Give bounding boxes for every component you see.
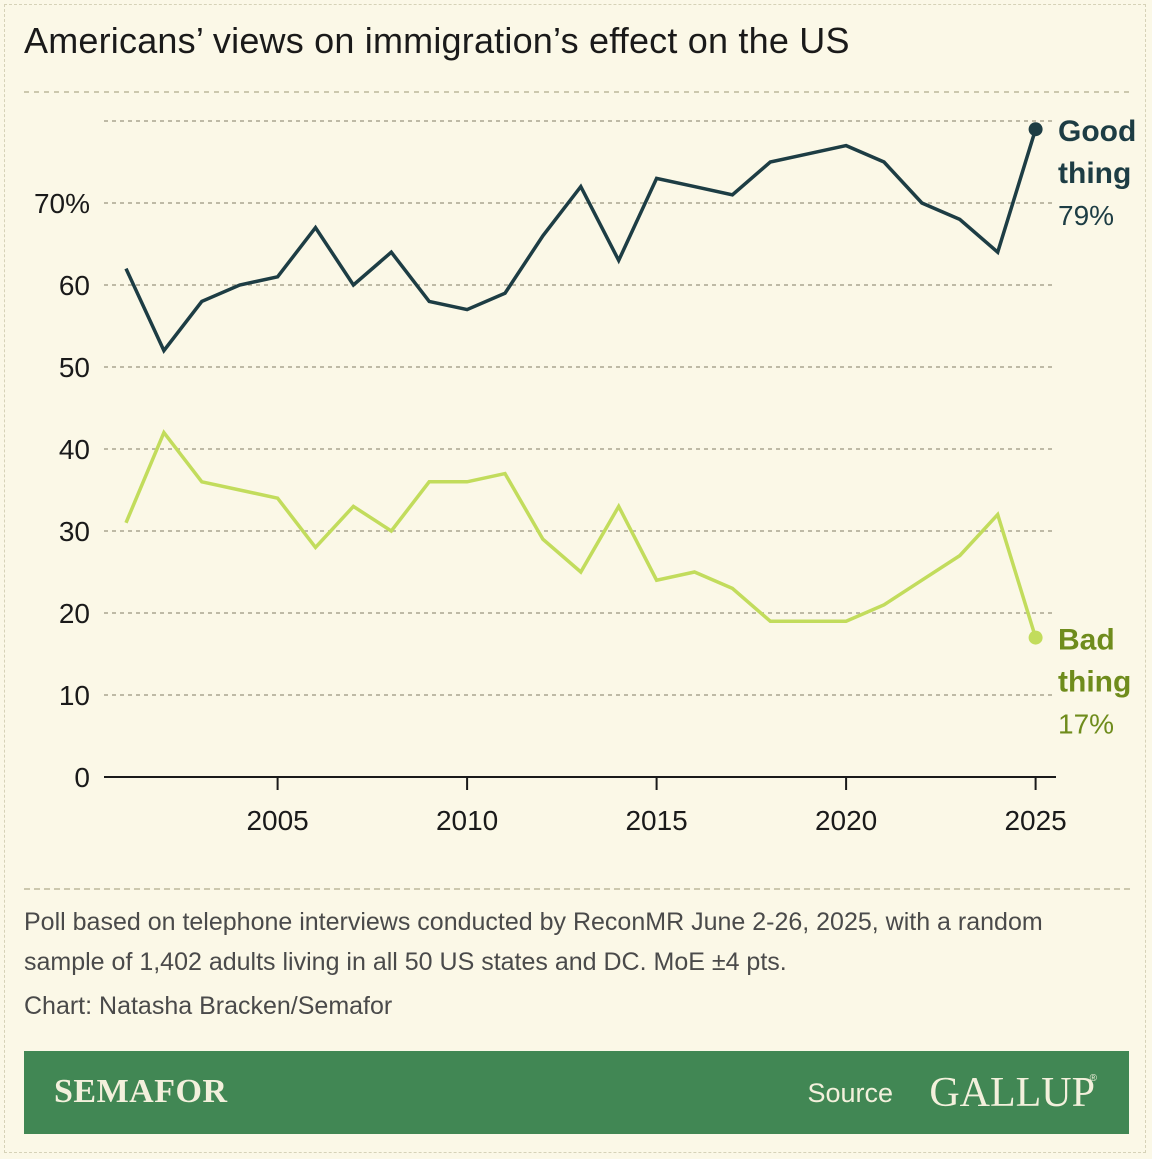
chart-credit: Chart: Natasha Bracken/Semafor (24, 992, 393, 1020)
good-thing-line (124, 128, 1038, 354)
bad-thing-label: Bad (1058, 624, 1115, 657)
x-axis-ticks: 2005 2010 2015 2020 2025 (246, 777, 1067, 836)
registered-mark: ® (1089, 1073, 1097, 1084)
x-tick-label: 2015 (625, 805, 687, 836)
bad-thing-label: thing (1058, 666, 1131, 699)
footnote: Poll based on telephone interviews condu… (24, 908, 1043, 976)
x-tick-label: 2020 (815, 805, 877, 836)
good-thing-label: thing (1058, 157, 1131, 190)
semafor-logo[interactable]: SEMAFOR (54, 1073, 228, 1110)
good-thing-value-label: 79% (1058, 200, 1114, 231)
bad-thing-line (124, 429, 1038, 639)
y-tick-label: 60 (59, 270, 90, 301)
bad-thing-value-label: 17% (1058, 709, 1114, 740)
end-labels: Good thing 79% Bad thing 17% (1058, 115, 1136, 739)
y-tick-label: 20 (59, 598, 90, 629)
y-tick-label: 70% (34, 188, 90, 219)
y-tick-label: 50 (59, 352, 90, 383)
line-chart: 0 10 20 30 40 50 60 70% 2005 2010 2015 2020 2025 Go… (24, 91, 1136, 836)
y-tick-label: 40 (59, 434, 90, 465)
x-tick-label: 2025 (1004, 805, 1066, 836)
good-thing-end-point (1028, 122, 1043, 137)
x-tick-label: 2005 (246, 805, 308, 836)
gallup-logo[interactable]: GALLUP (929, 1070, 1095, 1116)
series-group (124, 122, 1043, 645)
bad-thing-end-point (1028, 630, 1043, 645)
good-thing-label: Good (1058, 115, 1136, 148)
grid-lines (104, 120, 1056, 778)
y-axis-ticks: 0 10 20 30 40 50 60 70% (34, 188, 90, 793)
x-tick-label: 2010 (436, 805, 498, 836)
footer-bar: SEMAFOR Source GALLUP ® (24, 1051, 1129, 1134)
chart-title: Americans’ views on immigration’s effect… (24, 20, 850, 61)
y-tick-label: 10 (59, 680, 90, 711)
source-label: Source (807, 1078, 893, 1108)
y-tick-label: 30 (59, 516, 90, 547)
y-tick-label: 0 (74, 762, 90, 793)
footnote-divider (24, 888, 1130, 890)
chart-frame (4, 4, 1146, 1153)
